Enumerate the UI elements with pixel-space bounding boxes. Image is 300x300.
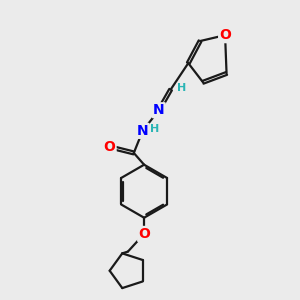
- Text: N: N: [137, 124, 148, 138]
- Text: O: O: [104, 140, 116, 154]
- Text: N: N: [153, 103, 165, 117]
- Text: O: O: [219, 28, 231, 42]
- Text: H: H: [150, 124, 160, 134]
- Text: H: H: [177, 83, 186, 93]
- Text: O: O: [138, 227, 150, 241]
